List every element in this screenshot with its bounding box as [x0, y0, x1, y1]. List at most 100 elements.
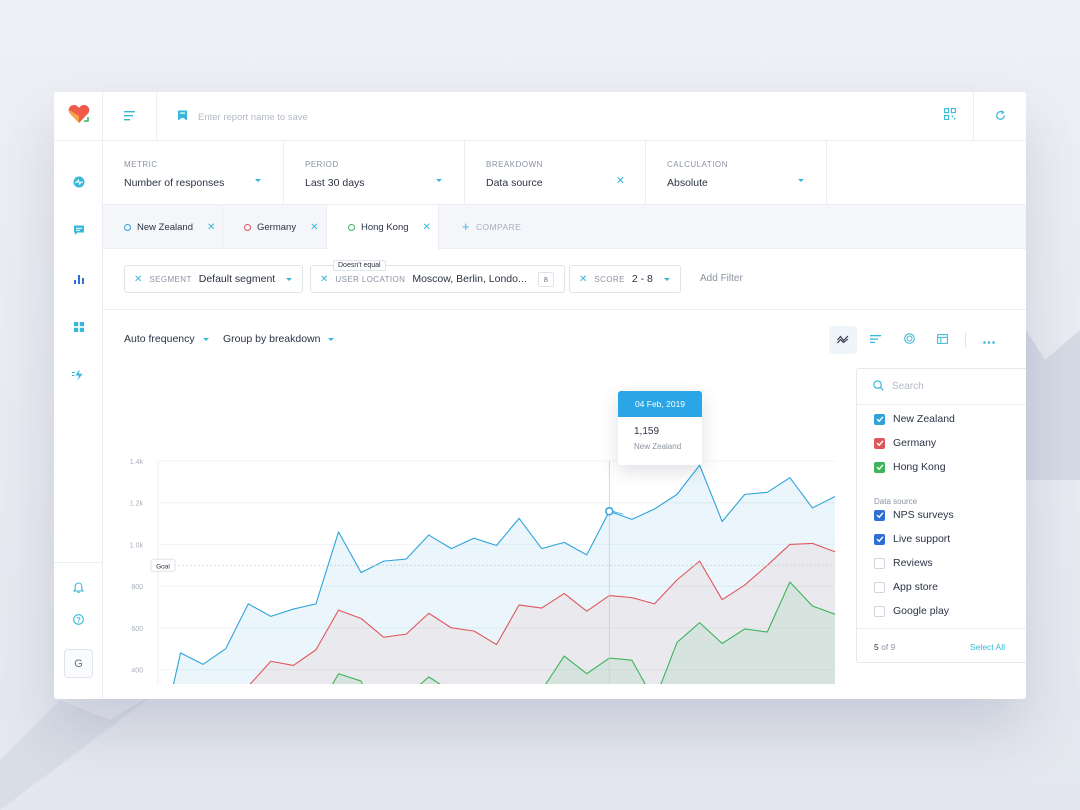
select-all-button[interactable]: Select All: [970, 641, 1005, 652]
frequency-select[interactable]: Auto frequency: [124, 333, 209, 345]
grid-icon: [73, 320, 85, 338]
chevron-down-icon: [328, 337, 335, 341]
compare-label: COMPARE: [476, 221, 522, 232]
remove-filter-icon[interactable]: ✕: [320, 273, 329, 285]
more-options-button[interactable]: [975, 326, 1003, 354]
legend-item-label: Google play: [893, 605, 950, 617]
pulse-icon: [73, 175, 85, 193]
legend-series-item[interactable]: Germany: [874, 437, 936, 449]
close-icon[interactable]: ✕: [206, 221, 216, 233]
add-filter-button[interactable]: Add Filter: [700, 273, 743, 284]
tab-new-zealand[interactable]: New Zealand ✕: [103, 205, 223, 249]
refresh-button[interactable]: [973, 92, 1026, 141]
close-icon[interactable]: ✕: [422, 222, 431, 233]
tab-hong-kong[interactable]: Hong Kong ✕: [327, 205, 439, 250]
rail-feedback[interactable]: [54, 217, 103, 247]
layout-button[interactable]: [940, 106, 960, 126]
close-icon[interactable]: ✕: [310, 221, 319, 233]
checkbox-checked-icon[interactable]: [874, 437, 885, 449]
filter-value: Default segment: [198, 273, 276, 285]
tab-germany[interactable]: Germany ✕: [223, 205, 327, 249]
line-chart-view-button[interactable]: [829, 326, 857, 354]
plus-icon: +: [462, 219, 470, 234]
compare-button[interactable]: + COMPARE: [462, 219, 521, 234]
rail-automations[interactable]: [54, 362, 103, 392]
legend-source-item[interactable]: Reviews: [874, 557, 933, 569]
legend-section-title: Data source: [874, 497, 918, 506]
target-icon: [903, 331, 915, 349]
frequency-label: Auto frequency: [124, 333, 195, 345]
target-view-button[interactable]: [895, 326, 923, 354]
legend-item-label: Germany: [893, 437, 937, 449]
rail-help[interactable]: [54, 606, 103, 636]
tooltip-value: 1,159: [634, 426, 660, 437]
remove-filter-icon[interactable]: ✕: [134, 273, 143, 285]
period-value: Last 30 days: [305, 177, 365, 189]
filter-value: 2 - 8: [631, 273, 653, 285]
filter-key: SCORE: [594, 274, 625, 284]
menu-button[interactable]: [103, 92, 157, 141]
checkbox-icon[interactable]: [874, 605, 885, 617]
hover-point: [605, 507, 614, 516]
remove-filter-icon[interactable]: ✕: [579, 273, 588, 285]
legend-source-item[interactable]: NPS surveys: [874, 509, 954, 521]
rail-dashboards[interactable]: [54, 314, 103, 344]
bell-icon: [72, 581, 85, 599]
top-bar: Enter report name to save: [103, 92, 1026, 141]
qr-icon: [944, 107, 956, 125]
period-select[interactable]: PERIOD Last 30 days: [284, 141, 465, 205]
goal-label: Goal: [156, 563, 170, 570]
checkbox-icon[interactable]: [874, 557, 885, 569]
checkbox-checked-icon[interactable]: [874, 533, 885, 545]
series-line: [332, 581, 836, 684]
series-area: [250, 543, 835, 684]
checkbox-icon[interactable]: [874, 581, 885, 593]
tooltip-series: New Zealand: [634, 442, 682, 451]
legend-search[interactable]: Search: [857, 369, 1026, 405]
more-icon: [983, 331, 995, 349]
legend-source-item[interactable]: Live support: [874, 533, 950, 545]
metric-select[interactable]: METRIC Number of responses: [103, 141, 284, 205]
filter-operator: Doesn't equal: [333, 260, 386, 271]
bar-view-button[interactable]: [862, 326, 890, 354]
rail-pulse[interactable]: [54, 169, 103, 199]
goal-badge: [150, 558, 176, 572]
checkbox-checked-icon[interactable]: [874, 461, 885, 473]
rail-reports[interactable]: [54, 266, 103, 296]
chat-icon: [73, 223, 85, 241]
legend-source-item[interactable]: App store: [874, 581, 938, 593]
grouping-label: Group by breakdown: [223, 333, 321, 345]
legend-item-label: Reviews: [893, 557, 933, 569]
app-logo[interactable]: [54, 92, 103, 141]
filter-key: USER LOCATION: [335, 274, 406, 284]
checkbox-checked-icon[interactable]: [874, 413, 885, 425]
chevron-down-icon: [798, 179, 804, 182]
clear-icon[interactable]: ✕: [615, 175, 625, 187]
selection-count: 5 of 9: [874, 642, 895, 652]
y-tick-label: 1.0k: [130, 542, 144, 549]
report-name-field[interactable]: Enter report name to save: [177, 108, 308, 126]
legend-item-label: NPS surveys: [893, 509, 954, 521]
segment-filter[interactable]: ✕ SEGMENT Default segment: [124, 265, 304, 293]
hover-connector: [612, 510, 624, 515]
calculation-value: Absolute: [667, 177, 708, 189]
breakdown-select[interactable]: BREAKDOWN Data source ✕: [465, 141, 646, 205]
responses-area-chart: 02004006008001.0k1.2k1.4kGoal16171819202…: [130, 459, 836, 684]
score-filter[interactable]: ✕ SCORE 2 - 8: [569, 265, 681, 293]
calculation-select[interactable]: CALCULATION Absolute: [646, 141, 827, 205]
selected-count: 5: [874, 641, 879, 652]
report-name-placeholder: Enter report name to save: [198, 111, 308, 123]
checkbox-checked-icon[interactable]: [874, 509, 885, 521]
rail-notifications[interactable]: [54, 575, 103, 605]
user-avatar[interactable]: G: [64, 649, 93, 678]
legend-source-item[interactable]: Google play: [874, 605, 949, 617]
rail-divider: [54, 562, 103, 563]
chevron-down-icon: [286, 277, 293, 281]
legend-series-item[interactable]: Hong Kong: [874, 461, 946, 473]
legend-series-item[interactable]: New Zealand: [874, 413, 955, 425]
series-dot-icon: [244, 223, 251, 231]
location-filter[interactable]: Doesn't equal ✕ USER LOCATION Moscow, Be…: [310, 260, 565, 293]
table-view-button[interactable]: [928, 326, 956, 354]
lightning-icon: [72, 368, 85, 386]
grouping-select[interactable]: Group by breakdown: [223, 333, 335, 345]
